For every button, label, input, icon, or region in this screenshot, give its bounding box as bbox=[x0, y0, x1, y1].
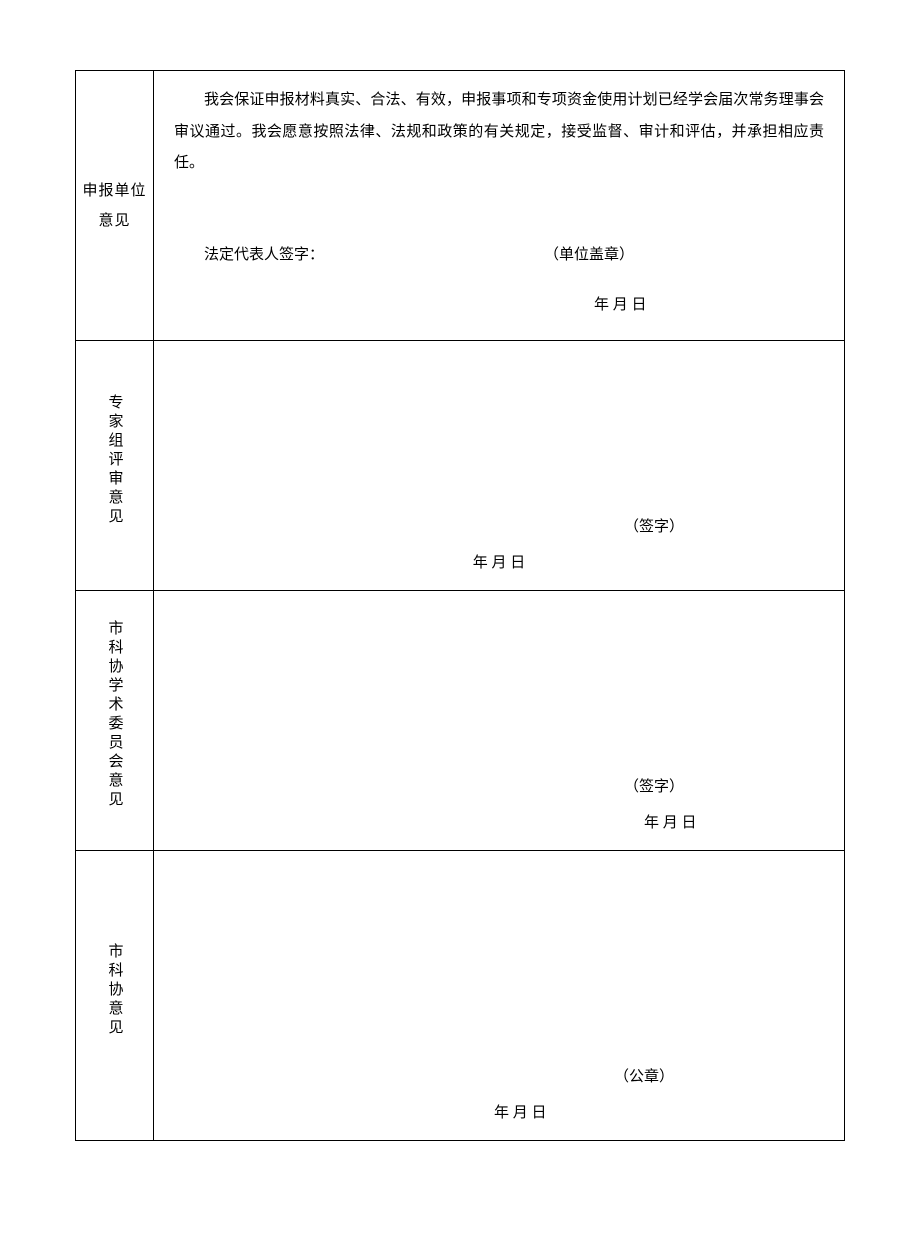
date-label-2: 年 月 日 bbox=[154, 548, 844, 578]
content-cell-expert: （签字） 年 月 日 bbox=[154, 341, 845, 591]
label-cell-expert: 专家组评审意见 bbox=[76, 341, 154, 591]
sign-label-3: （签字） bbox=[624, 772, 844, 802]
date-label-1: 年 月 日 bbox=[594, 290, 824, 320]
bottom-block-2: （签字） 年 月 日 bbox=[154, 512, 844, 578]
content-cell-city: （公章） 年 月 日 bbox=[154, 851, 845, 1141]
bottom-block-3: （签字） 年 月 日 bbox=[154, 772, 844, 838]
bottom-block-4: （公章） 年 月 日 bbox=[154, 1062, 844, 1128]
label-applicant: 申报单位意见 bbox=[82, 183, 146, 229]
signature-line-1: 法定代表人签字： （单位盖章） bbox=[174, 240, 824, 270]
row-expert-review: 专家组评审意见 （签字） 年 月 日 bbox=[76, 341, 845, 591]
label-city: 市科协意见 bbox=[100, 943, 130, 1038]
label-expert: 专家组评审意见 bbox=[100, 394, 130, 527]
sign-label-2: （签字） bbox=[624, 512, 844, 542]
row-academic-committee: 市科协学术委员会意见 （签字） 年 月 日 bbox=[76, 591, 845, 851]
declaration-text: 我会保证申报材料真实、合法、有效，申报事项和专项资金使用计划已经学会届次常务理事… bbox=[174, 85, 824, 180]
label-academic: 市科协学术委员会意见 bbox=[100, 620, 130, 810]
row-city-association: 市科协意见 （公章） 年 月 日 bbox=[76, 851, 845, 1141]
approval-form-table: 申报单位意见 我会保证申报材料真实、合法、有效，申报事项和专项资金使用计划已经学… bbox=[75, 70, 845, 1141]
legal-rep-sign-label: 法定代表人签字： bbox=[204, 240, 544, 270]
seal-label-4: （公章） bbox=[614, 1062, 844, 1092]
date-label-4: 年 月 日 bbox=[494, 1098, 844, 1128]
label-cell-academic: 市科协学术委员会意见 bbox=[76, 591, 154, 851]
label-cell-city: 市科协意见 bbox=[76, 851, 154, 1141]
content-cell-academic: （签字） 年 月 日 bbox=[154, 591, 845, 851]
row-applicant-opinion: 申报单位意见 我会保证申报材料真实、合法、有效，申报事项和专项资金使用计划已经学… bbox=[76, 71, 845, 341]
label-cell-applicant: 申报单位意见 bbox=[76, 71, 154, 341]
date-label-3: 年 月 日 bbox=[644, 808, 844, 838]
unit-seal-label: （单位盖章） bbox=[544, 240, 824, 270]
content-cell-applicant: 我会保证申报材料真实、合法、有效，申报事项和专项资金使用计划已经学会届次常务理事… bbox=[154, 71, 845, 341]
